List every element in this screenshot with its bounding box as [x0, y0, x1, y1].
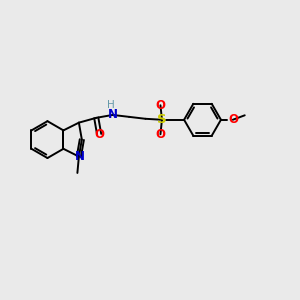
Text: N: N	[74, 150, 85, 163]
Text: S: S	[157, 113, 167, 126]
Text: O: O	[94, 128, 104, 141]
Text: H: H	[107, 100, 115, 110]
Text: O: O	[155, 128, 166, 141]
Text: O: O	[155, 99, 166, 112]
Text: O: O	[229, 113, 239, 126]
Text: N: N	[108, 108, 118, 122]
